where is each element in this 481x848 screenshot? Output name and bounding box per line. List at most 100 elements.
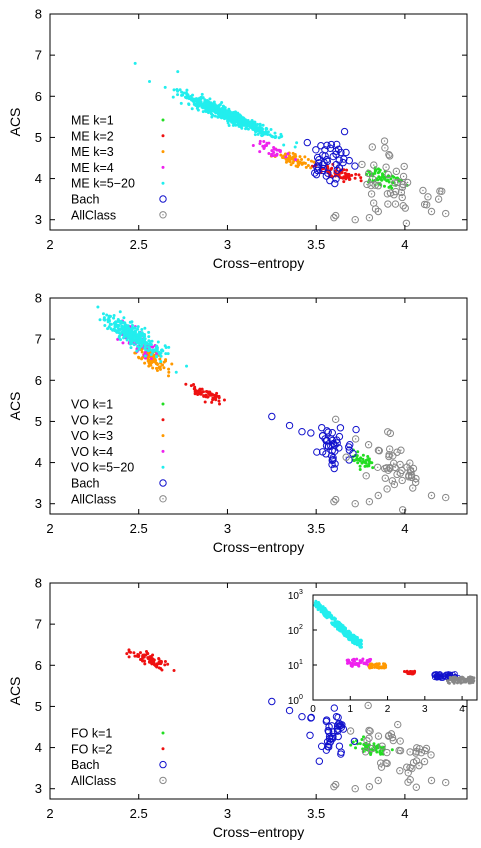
data-point	[363, 180, 371, 189]
legend-label: VO k=2	[71, 413, 113, 427]
data-point	[152, 661, 156, 665]
data-point	[384, 732, 393, 740]
data-point	[148, 79, 152, 83]
data-point	[258, 142, 262, 146]
marker-ring	[385, 445, 394, 453]
marker-center	[386, 762, 388, 765]
data-point	[324, 610, 328, 614]
x-tick-label: 2.5	[130, 521, 148, 536]
data-point	[132, 343, 136, 347]
marker-center	[395, 170, 398, 173]
data-point	[343, 174, 347, 178]
data-point	[167, 345, 171, 349]
marker-ring	[401, 204, 409, 212]
data-points	[96, 305, 450, 514]
x-tick-label: 2	[46, 806, 53, 821]
marker-ring	[405, 471, 413, 480]
data-point	[286, 152, 290, 156]
marker-center	[385, 467, 388, 469]
data-point	[211, 393, 215, 397]
data-point	[328, 436, 337, 445]
data-point	[264, 130, 268, 134]
data-point	[113, 325, 117, 329]
data-point	[365, 726, 373, 735]
data-point	[368, 744, 376, 753]
data-point	[364, 701, 372, 710]
marker-ring	[374, 446, 383, 455]
marker-ring	[398, 476, 406, 485]
data-point	[398, 193, 406, 202]
data-point	[427, 751, 435, 759]
data-point	[355, 643, 359, 647]
data-point	[396, 737, 404, 745]
data-point	[396, 746, 405, 755]
marker-center	[387, 735, 390, 737]
marker-ring	[399, 202, 407, 210]
data-point	[196, 393, 200, 397]
data-point	[238, 120, 242, 124]
data-point	[126, 324, 130, 328]
marker-ring	[394, 720, 402, 729]
marker-ring	[368, 744, 376, 753]
data-point	[212, 100, 216, 104]
marker-ring	[365, 726, 373, 735]
marker-center	[412, 487, 414, 489]
marker-ring	[370, 161, 378, 169]
marker-center	[377, 449, 380, 452]
data-point	[434, 195, 443, 203]
marker-ring	[404, 778, 412, 786]
data-point	[143, 354, 147, 358]
data-point	[132, 651, 136, 655]
marker-ring	[404, 769, 412, 777]
data-point	[364, 441, 373, 449]
marker-ring	[368, 143, 377, 151]
data-point	[257, 129, 261, 133]
data-point	[135, 333, 139, 337]
data-point	[444, 671, 451, 678]
data-point	[367, 181, 375, 190]
marker-ring	[388, 733, 397, 742]
marker-center	[162, 779, 164, 782]
marker-ring	[380, 137, 389, 145]
legend-marker	[161, 465, 165, 469]
series-k1	[364, 166, 409, 190]
data-point	[191, 93, 195, 97]
data-point	[293, 145, 297, 149]
data-point	[389, 736, 397, 745]
x-axis-label: Cross−entropy	[213, 539, 304, 555]
x-tick-label: 3.5	[307, 237, 325, 252]
inset-series-k3	[367, 662, 388, 670]
data-point	[352, 633, 356, 637]
data-point	[372, 742, 376, 746]
marker-ring	[363, 180, 371, 189]
marker-center	[409, 462, 411, 464]
marker-center	[401, 509, 404, 511]
data-point	[96, 305, 100, 309]
y-tick-label: 3	[35, 496, 42, 511]
data-point	[315, 159, 323, 167]
marker-ring	[381, 144, 389, 152]
data-point	[332, 175, 340, 183]
marker-center	[402, 175, 405, 178]
data-point	[452, 681, 456, 685]
legend-label: ME k=1	[71, 114, 114, 128]
data-point	[274, 147, 277, 151]
data-point	[382, 464, 391, 472]
data-points	[125, 648, 450, 793]
data-point	[442, 209, 450, 218]
data-point	[304, 165, 308, 169]
y-tick-label: 3	[35, 781, 42, 796]
data-point	[119, 338, 122, 342]
data-point	[149, 353, 153, 357]
data-point	[138, 651, 142, 655]
data-point	[126, 335, 130, 339]
series-allclass	[330, 701, 450, 793]
data-point	[147, 355, 151, 359]
marker-ring	[397, 446, 405, 454]
data-point	[312, 170, 321, 179]
data-point	[258, 150, 262, 154]
marker-center	[412, 467, 415, 470]
data-point	[436, 674, 443, 680]
data-point	[264, 126, 268, 130]
